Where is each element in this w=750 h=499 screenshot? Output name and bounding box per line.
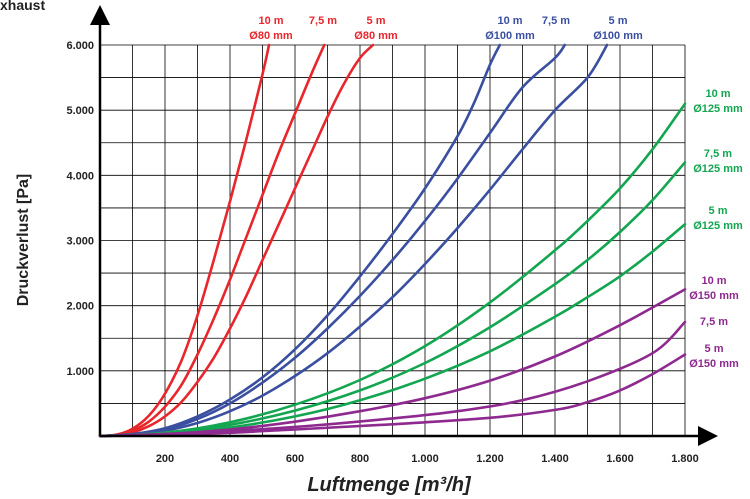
series-layer: [98, 43, 687, 438]
series-label-diameter: Ø150 mm: [689, 358, 739, 370]
x-tick-label: 800: [351, 453, 369, 465]
series-line-d125: [98, 102, 687, 438]
y-axis-title: Druckverlust [Pa]: [15, 174, 32, 307]
series-label-length: 10 m: [258, 15, 283, 27]
series-label-length: 7,5 m: [309, 15, 337, 27]
series-label-diameter: Ø150 mm: [689, 290, 739, 302]
series-line-d125: [98, 222, 687, 438]
series-label-length: 5 m: [709, 205, 728, 217]
series-line-d80: [98, 43, 271, 438]
x-tick-label: 600: [286, 453, 304, 465]
x-tick-label: 1.400: [541, 453, 569, 465]
x-tick-label: 200: [156, 453, 174, 465]
x-tick-label: 1.600: [606, 453, 634, 465]
series-label-diameter: Ø80 mm: [354, 30, 398, 42]
series-label-diameter: Ø125 mm: [693, 220, 743, 232]
axes: [90, 5, 718, 446]
x-tick-label: 400: [221, 453, 239, 465]
series-line-d80: [98, 43, 326, 438]
x-tick-label: 1.200: [476, 453, 504, 465]
x-axis-title: Luftmenge [m³/h]: [307, 474, 472, 496]
series-line-d80: [98, 43, 375, 438]
series-label-length: 5 m: [705, 343, 724, 355]
y-tick-label: 4.000: [66, 170, 94, 182]
x-tick-label: 1.000: [411, 453, 439, 465]
series-label-length: 7,5 m: [700, 316, 728, 328]
series-line-d125: [98, 161, 687, 438]
corner-label: xhaust: [0, 0, 45, 13]
series-label-length: 7,5 m: [704, 148, 732, 160]
y-tick-label: 1.000: [66, 366, 94, 378]
y-tick-label: 6.000: [66, 40, 94, 52]
series-line-d150: [98, 353, 687, 438]
y-axis-arrow-icon: [90, 5, 110, 25]
series-label-length: 5 m: [609, 15, 628, 27]
series-line-d100: [98, 43, 609, 438]
series-label-length: 10 m: [701, 275, 726, 287]
y-tick-label: 5.000: [66, 105, 94, 117]
series-label-length: 5 m: [367, 15, 386, 27]
x-axis-arrow-icon: [698, 426, 718, 446]
tick-labels: 200 400 600 800 1.000 1.200 1.400 1.600 1.800 1.0…: [66, 40, 698, 465]
series-label-diameter: Ø100 mm: [485, 30, 535, 42]
series-label-diameter: Ø100 mm: [593, 30, 643, 42]
series-labels: 10 m Ø80 mm 7,5 m 5 m Ø80 mm 10 m Ø100 mm 7,5 m…: [249, 15, 743, 370]
series-line-d100: [98, 43, 567, 438]
series-label-diameter: Ø125 mm: [693, 163, 743, 175]
y-tick-label: 2.000: [66, 301, 94, 313]
series-line-d150: [98, 320, 687, 438]
series-label-length: 7,5 m: [542, 15, 570, 27]
x-tick-label: 1.800: [671, 453, 699, 465]
series-label-length: 10 m: [705, 88, 730, 100]
series-label-diameter: Ø80 mm: [249, 30, 293, 42]
series-label-diameter: Ø125 mm: [693, 103, 743, 115]
y-tick-label: 3.000: [66, 236, 94, 248]
series-label-length: 10 m: [497, 15, 522, 27]
series-line-d100: [98, 43, 502, 438]
